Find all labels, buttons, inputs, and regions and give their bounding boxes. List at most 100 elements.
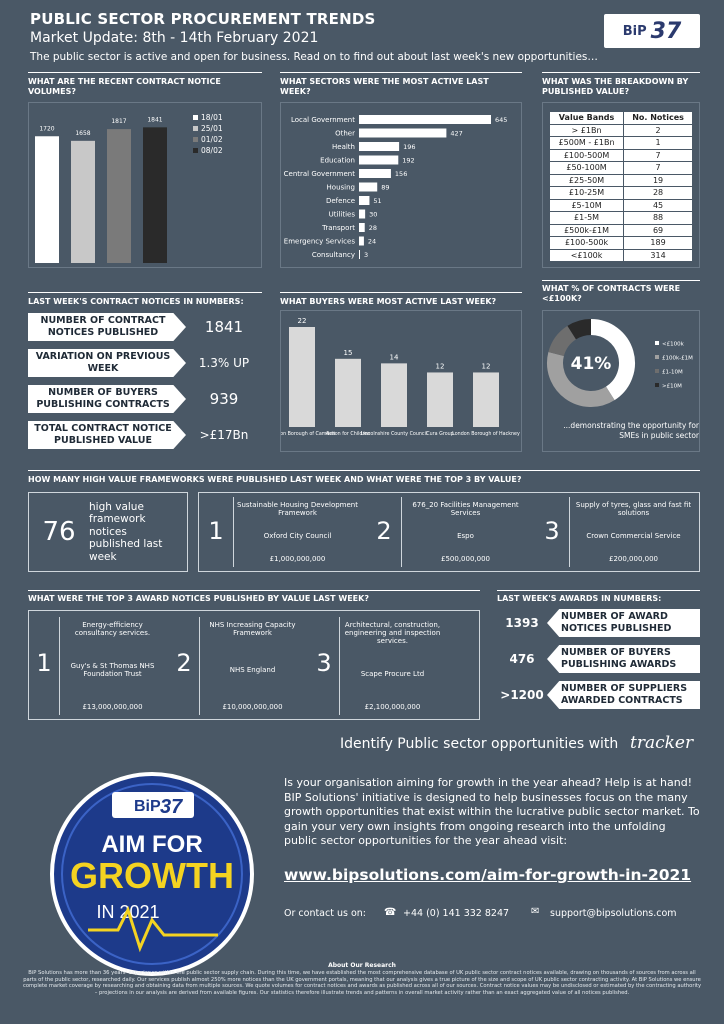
framework-card[interactable]: Supply of tyres, glass and fast fit solu… <box>569 497 697 567</box>
legend-label: 25/01 <box>201 124 223 133</box>
framework-buyer: Oxford City Council <box>263 532 332 540</box>
numbers-title: LAST WEEK'S CONTRACT NOTICES IN NUMBERS: <box>28 297 244 306</box>
badge-logo-num: 37 <box>160 796 183 818</box>
sector-bar-value: 28 <box>369 224 377 232</box>
sector-bar <box>359 250 360 259</box>
framework-card[interactable]: Sustainable Housing Development Framewor… <box>233 497 361 567</box>
award-card[interactable]: NHS Increasing Capacity Framework NHS Eng… <box>199 617 305 715</box>
buyer-bar-value: 14 <box>390 353 399 361</box>
award-numbers-list: 1393 NUMBER OF AWARD NOTICES PUBLISHED 476… <box>497 608 700 720</box>
breakdown-table: Value Bands No. Notices > £1Bn 2 £500M - £1… <box>548 111 693 262</box>
divider <box>542 280 700 281</box>
legend-swatch <box>193 126 198 131</box>
breakdown-title: WHAT WAS THE BREAKDOWN BY PUBLISHED VALU… <box>542 77 689 96</box>
footer-title: About Our Research <box>328 962 396 969</box>
volume-bar <box>71 140 95 263</box>
sector-bar <box>359 209 366 219</box>
divider <box>542 72 700 73</box>
number-row: VARIATION ON PREVIOUS WEEK 1.3% UP <box>28 348 262 378</box>
sectors-chart: Local Government 645 Other 427 Health 196 Educ… <box>284 115 507 259</box>
legend-swatch <box>193 115 198 120</box>
table-cell: £1-5M <box>548 211 625 225</box>
sector-label: Emergency Services <box>284 238 356 246</box>
frameworks-count-text: high value framework notices published l… <box>89 500 163 563</box>
sector-bar <box>359 128 447 138</box>
table-cell: £25-50M <box>548 173 625 187</box>
divider <box>280 292 522 293</box>
page-subtitle: Market Update: 8th - 14th February 2021 <box>30 30 319 46</box>
col-header: No. Notices <box>623 111 693 125</box>
table-cell: 88 <box>623 211 693 225</box>
buyer-bar <box>427 372 453 427</box>
pct-donut-chart: <£100k £100k-£1M £1-10M >£10M 41% <box>547 319 693 407</box>
divider <box>28 590 480 591</box>
sector-bar-value: 30 <box>369 211 377 219</box>
table-cell: £500k-£1M <box>548 223 625 237</box>
table-row: £10-25M 28 <box>548 186 693 200</box>
buyers-chart: 22 London Borough of Camden 15 Action for C… <box>269 317 520 437</box>
framework-name: 676_20 Facilities Management Services <box>412 501 519 517</box>
award-buyer: NHS England <box>229 666 276 674</box>
table-cell: £10-25M <box>548 186 625 200</box>
volume-bar <box>107 129 131 263</box>
volumes-title: WHAT ARE THE RECENT CONTRACT NOTICE VOLU… <box>28 77 221 96</box>
sector-label: Education <box>320 157 355 165</box>
legend-swatch <box>655 369 659 373</box>
table-cell: <£100k <box>548 248 625 262</box>
table-cell: 2 <box>623 123 693 137</box>
frameworks-top3: 1 Sustainable Housing Development Framewo… <box>198 492 700 572</box>
sector-label: Other <box>335 130 355 138</box>
volume-bar <box>35 136 59 263</box>
volume-bar-label: 1817 <box>111 118 126 125</box>
donut-slice <box>547 352 615 407</box>
legend-label: £100k-£1M <box>662 356 693 362</box>
award-value: £10,000,000,000 <box>222 703 283 711</box>
divider <box>497 590 700 591</box>
volume-bar-label: 1658 <box>75 130 90 137</box>
award-number-row: 476 NUMBER OF BUYERS PUBLISHING AWARDS <box>497 644 700 674</box>
frameworks-count: 76 <box>42 517 76 547</box>
framework-card[interactable]: 676_20 Facilities Management Services Esp… <box>401 497 529 567</box>
number-label: NUMBER OF CONTRACT NOTICES PUBLISHED <box>28 313 186 341</box>
award-number-value: >1200 <box>500 688 544 702</box>
divider <box>28 470 700 471</box>
buyer-bar <box>473 372 499 427</box>
tracker-logo[interactable]: tracker <box>630 733 694 753</box>
growth-url-link[interactable]: www.bipsolutions.com/aim-for-growth-in-2… <box>284 866 692 884</box>
sectors-chart-panel: Local Government 645 Other 427 Health 196 Educ… <box>280 102 522 268</box>
legend-swatch <box>655 355 659 359</box>
sector-bar-value: 427 <box>450 130 462 138</box>
sector-bar <box>359 196 370 205</box>
badge-logo: BiP <box>134 798 161 815</box>
email-link[interactable]: support@bipsolutions.com <box>550 908 677 919</box>
phone-number[interactable]: +44 (0) 141 332 8247 <box>403 908 510 919</box>
framework-rank: 2 <box>376 517 392 545</box>
award-card[interactable]: Architectural, construction, engineering… <box>339 617 445 715</box>
table-row: <£100k 314 <box>548 248 693 262</box>
contact-label: Or contact us on: <box>284 908 366 919</box>
table-row: £1-5M 88 <box>548 211 693 225</box>
legend-label: 18/01 <box>201 113 223 122</box>
legend-label: 08/02 <box>201 146 223 155</box>
sector-label: Defence <box>326 197 355 205</box>
buyer-bar-value: 22 <box>298 317 307 325</box>
number-label: NUMBER OF BUYERS PUBLISHING CONTRACTS <box>28 385 186 413</box>
sector-label: Health <box>332 143 355 151</box>
number-row: NUMBER OF BUYERS PUBLISHING CONTRACTS 939 <box>28 384 262 414</box>
legend-swatch <box>193 148 198 153</box>
table-cell: 69 <box>623 223 693 237</box>
sector-bar <box>359 115 491 124</box>
award-number-row: >1200 NUMBER OF SUPPLIERS AWARDED CONTRAC… <box>497 680 700 710</box>
legend-swatch <box>655 383 659 387</box>
award-rank: 2 <box>176 649 192 677</box>
framework-rank: 1 <box>208 517 224 545</box>
buyer-bar <box>335 358 361 427</box>
volume-bar-label: 1720 <box>39 125 54 132</box>
award-value: £13,000,000,000 <box>82 703 143 711</box>
award-number-label: NUMBER OF BUYERS PUBLISHING AWARDS <box>547 645 700 673</box>
sector-bar <box>359 182 378 192</box>
number-label: TOTAL CONTRACT NOTICE PUBLISHED VALUE <box>28 421 186 449</box>
buyer-label: Lincolnshire County Council <box>361 431 427 437</box>
framework-value: £500,000,000 <box>441 555 490 563</box>
award-card[interactable]: Energy-efficiency consultancy services. G… <box>59 617 165 715</box>
